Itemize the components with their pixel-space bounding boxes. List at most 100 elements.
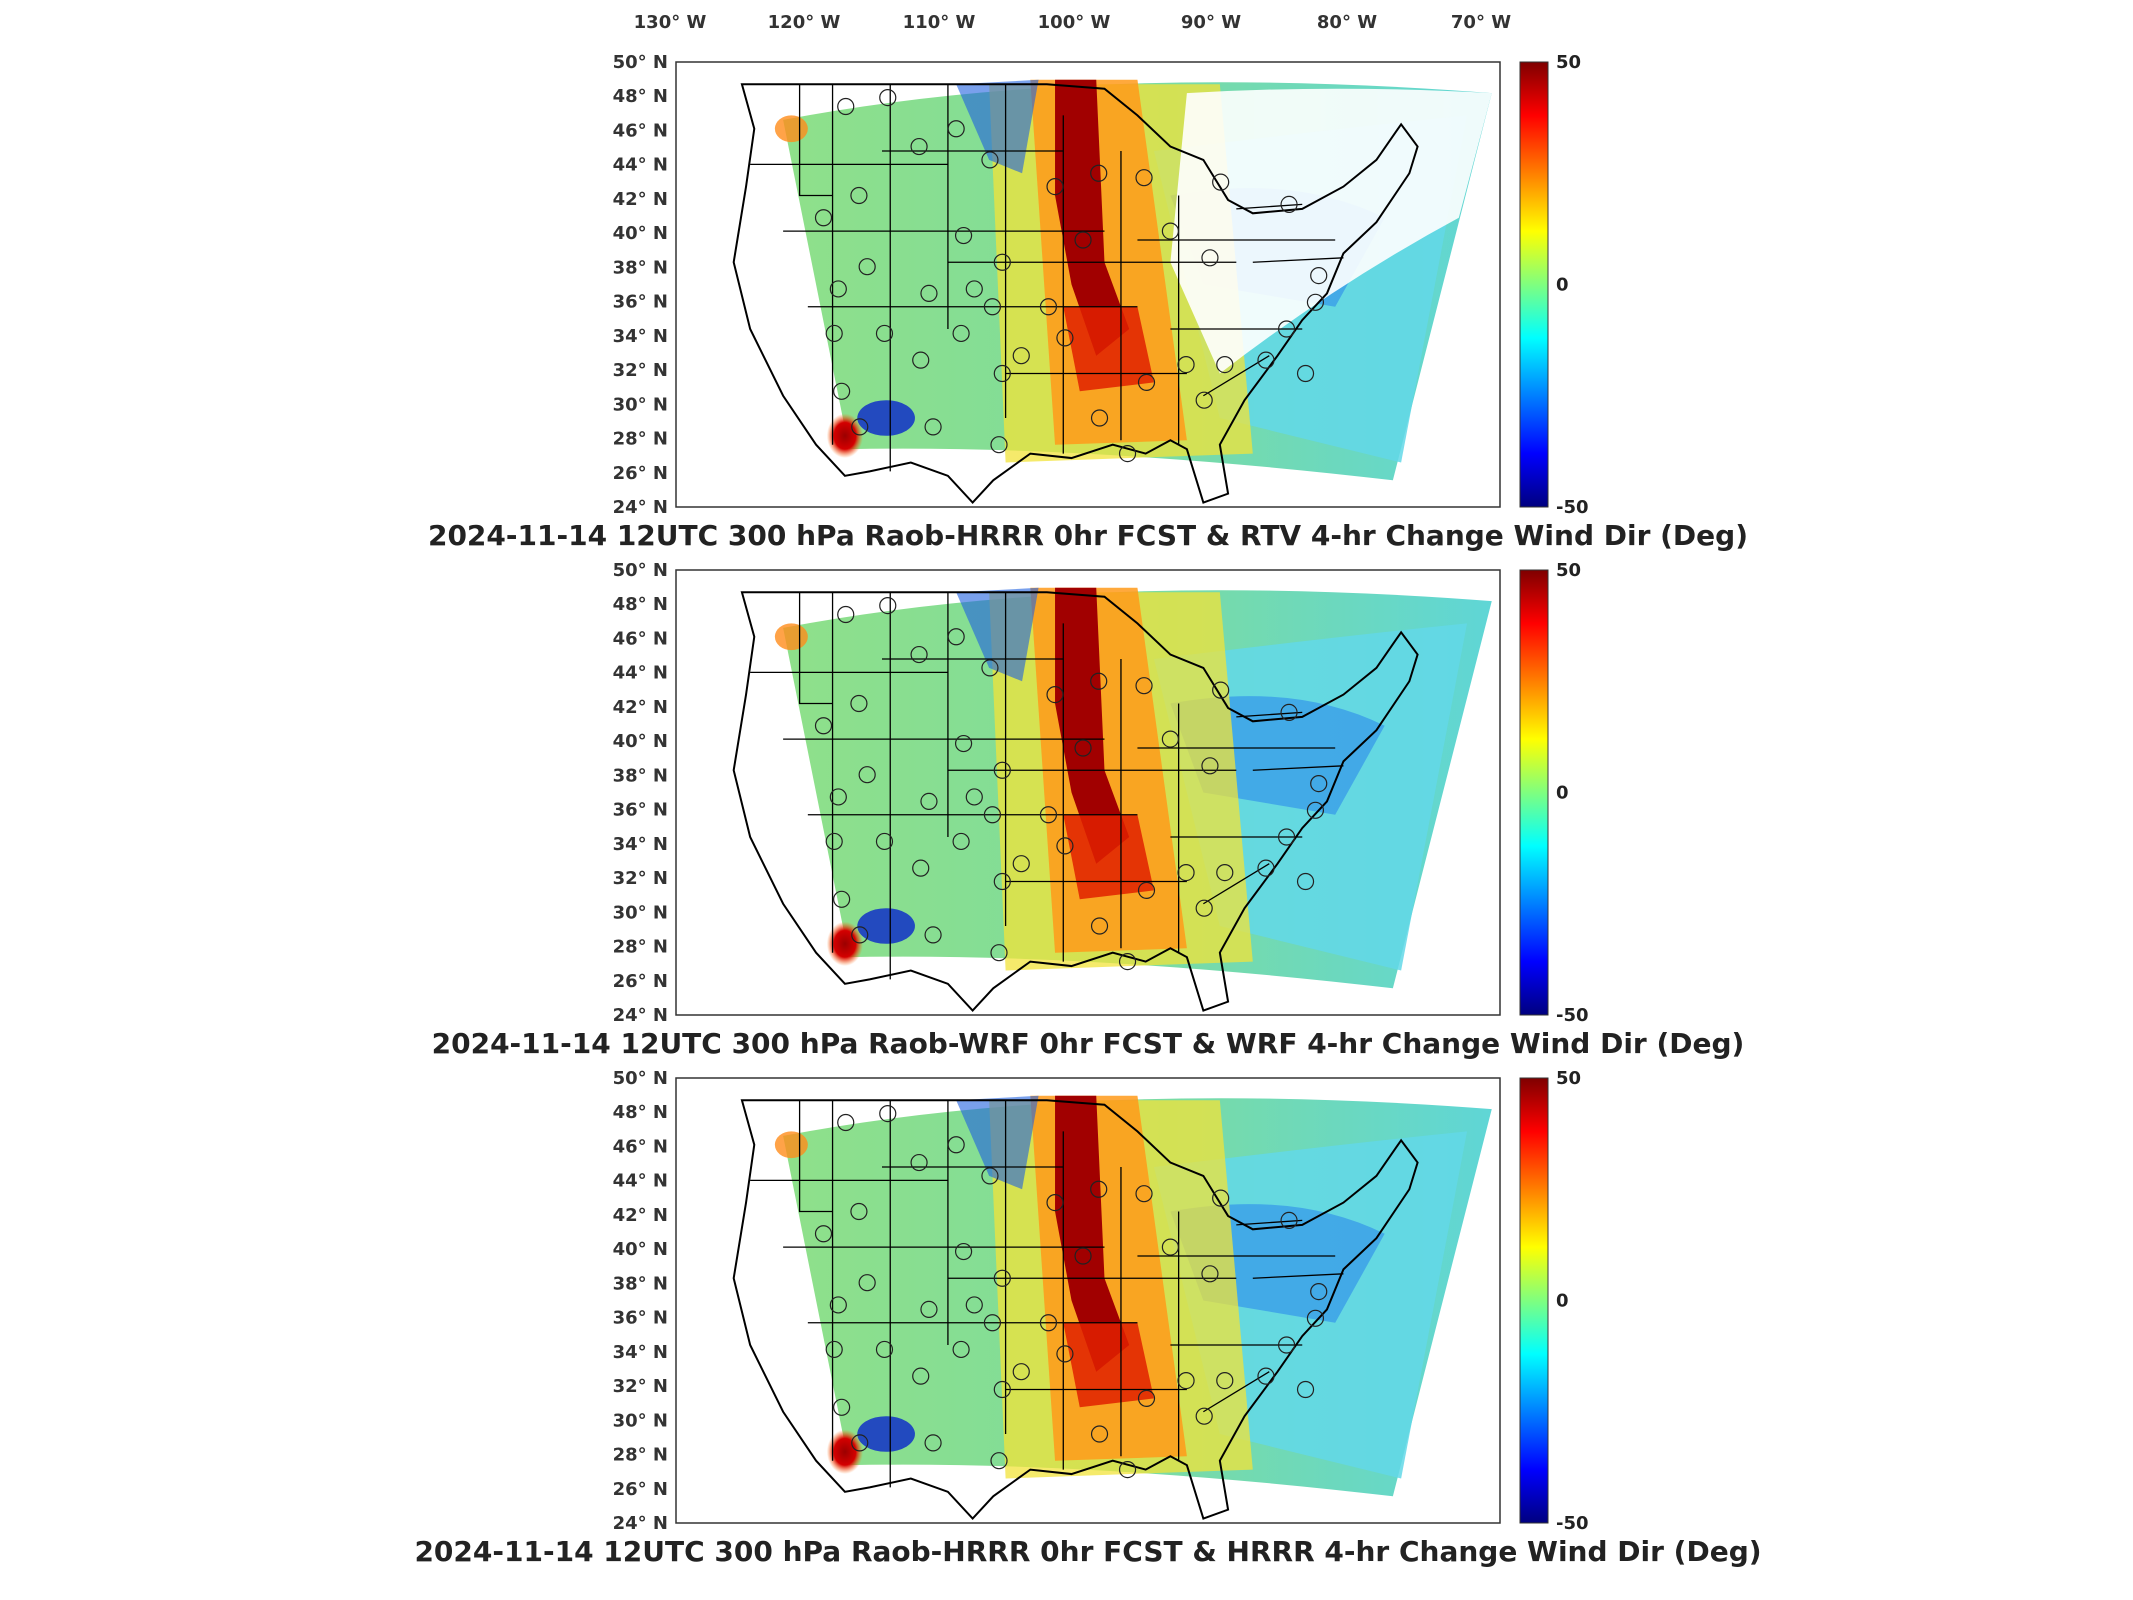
raob-station-marker xyxy=(990,436,1008,454)
raob-station-marker xyxy=(1216,1371,1234,1390)
raob-station-marker xyxy=(1310,267,1328,285)
raob-station-marker xyxy=(993,761,1011,779)
raob-station-marker xyxy=(1201,1265,1219,1283)
raob-station-marker xyxy=(1090,672,1108,690)
state-border xyxy=(798,84,833,197)
latitude-label: 24° N xyxy=(613,1513,668,1534)
raob-station-marker xyxy=(825,832,843,851)
latitude-label: 48° N xyxy=(613,594,668,615)
latitude-label: 26° N xyxy=(613,971,668,992)
longitude-label: 70° W xyxy=(1451,12,1511,33)
raob-station-marker xyxy=(990,1452,1008,1470)
panel-title: 2024-11-14 12UTC 300 hPa Raob-HRRR 0hr F… xyxy=(428,519,1748,552)
raob-station-marker xyxy=(837,605,855,624)
state-border xyxy=(1236,1219,1303,1226)
map-panel: 50° N 48° N 46° N 44° N 42° N 40° N 38° N 36° N… xyxy=(432,560,1745,1060)
longitude-label: 100° W xyxy=(1038,12,1111,33)
raob-station-marker xyxy=(850,1202,868,1221)
panel-title: 2024-11-14 12UTC 300 hPa Raob-WRF 0hr FC… xyxy=(432,1027,1745,1060)
field-region xyxy=(857,400,915,436)
panel-title: 2024-11-14 12UTC 300 hPa Raob-HRRR 0hr F… xyxy=(414,1535,1761,1568)
raob-station-marker xyxy=(1216,356,1234,374)
field-region xyxy=(1063,814,1154,900)
raob-station-marker xyxy=(1137,373,1156,391)
state-border xyxy=(1236,711,1303,718)
state-border xyxy=(798,592,833,705)
raob-station-marker xyxy=(1296,872,1315,891)
raob-station-marker xyxy=(1135,1185,1153,1203)
colorbar-max-label: 50 xyxy=(1556,52,1581,73)
latitude-label: 42° N xyxy=(613,697,668,718)
raob-station-marker xyxy=(1212,173,1230,191)
raob-station-marker xyxy=(1039,298,1058,316)
field-region xyxy=(774,1131,808,1159)
raob-station-marker xyxy=(990,944,1008,962)
field-region xyxy=(826,413,864,459)
raob-station-marker xyxy=(1177,1371,1195,1390)
raob-station-marker xyxy=(1161,1238,1180,1256)
raob-station-marker xyxy=(965,1296,983,1314)
missing-data-region xyxy=(1170,88,1492,374)
raob-station-marker xyxy=(1046,178,1064,196)
raob-station-marker xyxy=(1195,391,1213,409)
colorbar xyxy=(1519,1077,1549,1524)
raob-station-marker xyxy=(912,859,930,877)
field-region xyxy=(1055,79,1130,356)
raob-station-marker xyxy=(833,890,851,908)
raob-station-marker xyxy=(947,120,965,138)
raob-station-marker xyxy=(814,209,833,227)
raob-station-marker xyxy=(1090,917,1109,935)
raob-station-marker xyxy=(1212,681,1230,699)
raob-station-marker xyxy=(993,1380,1011,1399)
longitude-label: 130° W xyxy=(634,12,707,33)
raob-station-marker xyxy=(924,1434,942,1452)
raob-station-marker xyxy=(1306,1309,1325,1327)
latitude-label: 42° N xyxy=(613,189,668,210)
longitude-labels: 130° W 120° W 110° W 100° W 90° W 80° W 70° W xyxy=(634,12,1512,33)
latitude-label: 46° N xyxy=(613,1136,668,1157)
colorbar-mid-label: 0 xyxy=(1556,1291,1569,1312)
latitude-label: 48° N xyxy=(613,1102,668,1123)
field-region xyxy=(956,587,1039,682)
latitude-label: 30° N xyxy=(613,1410,668,1431)
raob-station-marker xyxy=(1161,222,1180,240)
colorbar-mid-label: 0 xyxy=(1556,275,1569,296)
raob-station-marker xyxy=(910,1153,928,1172)
raob-station-marker xyxy=(920,1300,938,1319)
raob-station-marker xyxy=(858,766,876,784)
latitude-label: 32° N xyxy=(613,868,668,889)
latitude-label: 26° N xyxy=(613,463,668,484)
raob-station-marker xyxy=(1257,351,1275,369)
raob-station-marker xyxy=(1012,855,1030,873)
field-region xyxy=(774,623,808,651)
raob-station-marker xyxy=(1310,1282,1328,1301)
latitude-label: 28° N xyxy=(613,429,668,450)
raob-station-marker xyxy=(851,1434,869,1452)
colorbar xyxy=(1519,61,1549,508)
field-region xyxy=(1063,1322,1154,1408)
longitude-label: 110° W xyxy=(903,12,976,33)
latitude-label: 28° N xyxy=(613,1445,668,1466)
raob-station-marker xyxy=(952,832,970,851)
raob-station-marker xyxy=(879,596,897,615)
raob-station-marker xyxy=(814,1225,833,1243)
map-panels: 50° N 48° N 46° N 44° N 42° N 40° N 38° N 36° N… xyxy=(414,52,1761,1568)
raob-station-marker xyxy=(1056,1345,1074,1363)
raob-station-marker xyxy=(1257,859,1275,877)
latitude-label: 32° N xyxy=(613,360,668,381)
raob-station-marker xyxy=(1118,952,1137,971)
raob-station-marker xyxy=(1296,1380,1315,1399)
colorbar-max-label: 50 xyxy=(1556,560,1581,581)
raob-station-marker xyxy=(1177,863,1195,882)
raob-station-marker xyxy=(993,872,1011,891)
raob-station-marker xyxy=(858,258,876,276)
state-border xyxy=(1236,203,1303,210)
latitude-label: 36° N xyxy=(613,800,668,821)
raob-station-marker xyxy=(833,1398,851,1416)
latitude-label: 38° N xyxy=(613,765,668,786)
raob-station-marker xyxy=(954,226,973,245)
raob-station-marker xyxy=(910,645,928,664)
raob-station-marker xyxy=(954,734,973,753)
raob-station-marker xyxy=(1135,677,1153,695)
raob-station-marker xyxy=(1201,757,1219,775)
